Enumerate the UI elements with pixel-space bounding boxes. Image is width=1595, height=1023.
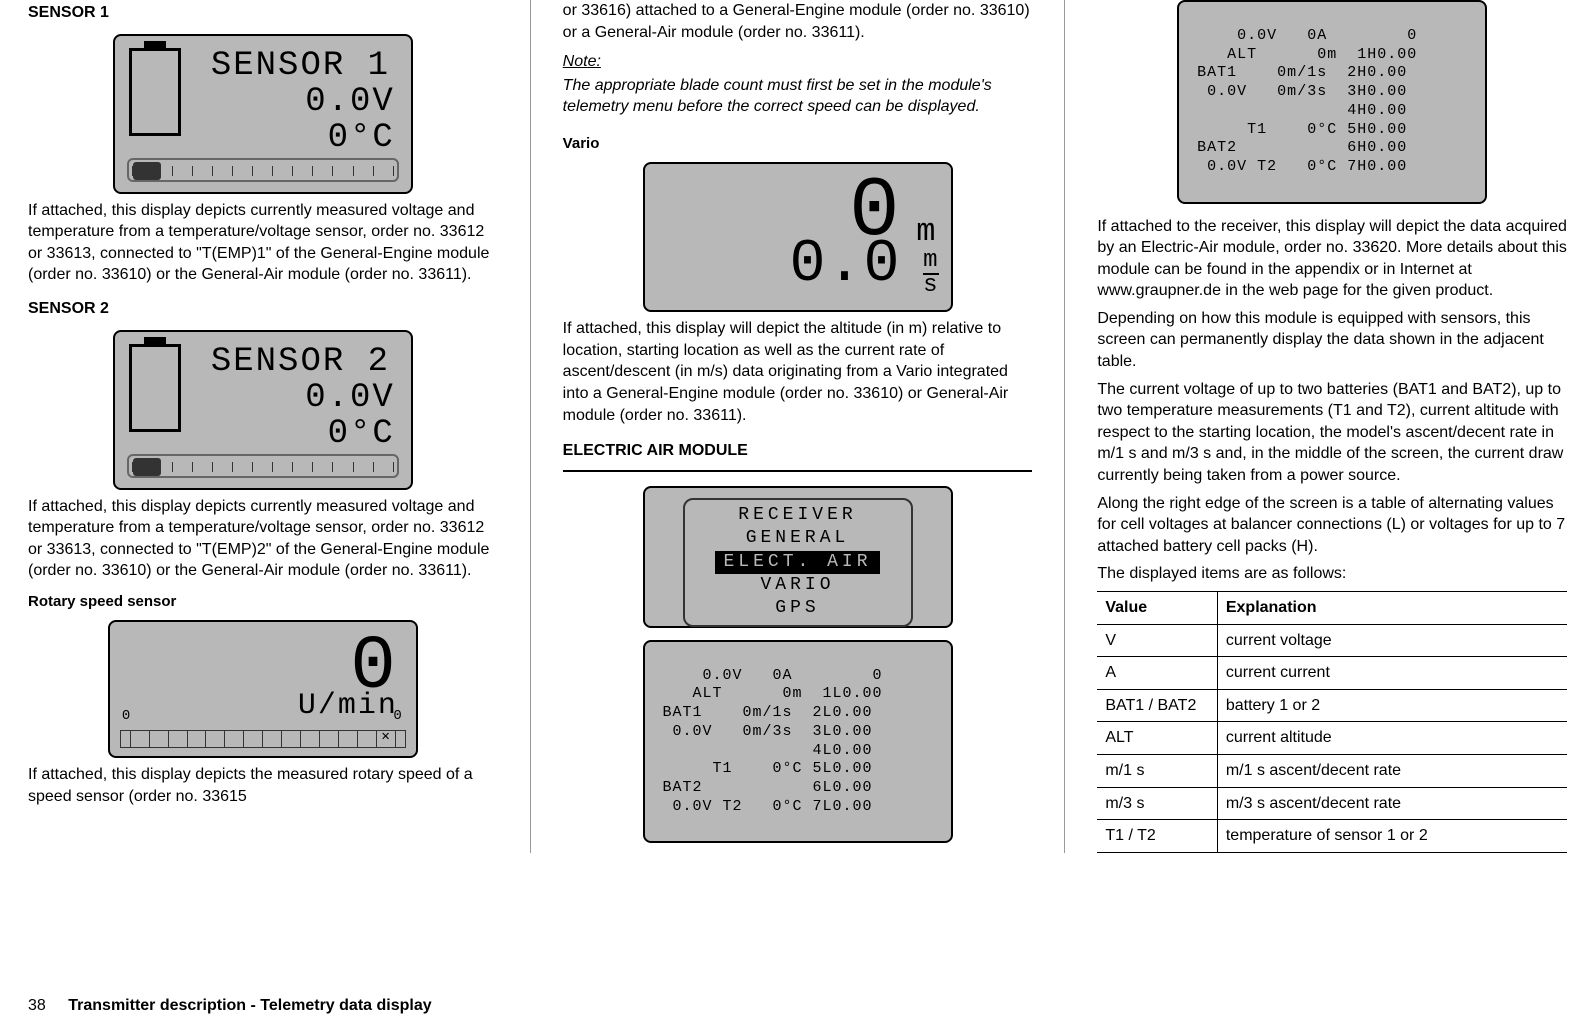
vario-rate-unit: m s xyxy=(923,250,938,296)
col3-p4: Along the right edge of the screen is a … xyxy=(1097,493,1567,558)
page-number: 38 xyxy=(28,997,46,1014)
menu-item-selected: ELECT. AIR xyxy=(715,551,879,574)
table-row: Acurrent current xyxy=(1097,657,1567,690)
column-divider xyxy=(530,0,531,853)
table-row: Vcurrent voltage xyxy=(1097,624,1567,657)
data-row: ALT 0m 1H0.00 xyxy=(1187,46,1417,63)
rotary-screen: 0 U/min 0 0 ✕ xyxy=(108,620,418,758)
data-row: 4H0.00 xyxy=(1187,102,1407,119)
data-row: T1 0°C 5L0.00 xyxy=(653,760,873,777)
table-header: Explanation xyxy=(1217,592,1567,625)
sensor2-heading: SENSOR 2 xyxy=(28,298,498,320)
table-row: BAT1 / BAT2battery 1 or 2 xyxy=(1097,689,1567,722)
data-screen-h: 0.0V 0A 0 ALT 0m 1H0.00 BAT1 0m/1s 2H0.0… xyxy=(1177,0,1487,204)
eam-heading: ELECTRIC AIR MODULE xyxy=(563,440,1033,462)
col2-intro: or 33616) attached to a General-Engine m… xyxy=(563,0,1033,43)
vario-screen: 0 m 0.0 m s xyxy=(643,162,953,312)
data-row: BAT2 6H0.00 xyxy=(1187,139,1407,156)
table-header-row: Value Explanation xyxy=(1097,592,1567,625)
note-label: Note: xyxy=(563,51,1033,73)
value-table: Value Explanation Vcurrent voltage Acurr… xyxy=(1097,591,1567,853)
rotary-text: If attached, this display depicts the me… xyxy=(28,764,498,807)
table-row: m/3 sm/3 s ascent/decent rate xyxy=(1097,787,1567,820)
col3-p5: The displayed items are as follows: xyxy=(1097,563,1567,585)
page-footer: 38 Transmitter description - Telemetry d… xyxy=(28,995,432,1017)
vario-rate: 0.0 xyxy=(789,225,900,306)
data-row: 0.0V 0m/3s 3L0.00 xyxy=(653,723,873,740)
data-row: ALT 0m 1L0.00 xyxy=(653,685,883,702)
col3-p3: The current voltage of up to two batteri… xyxy=(1097,379,1567,487)
data-row: BAT1 0m/1s 2L0.00 xyxy=(653,704,873,721)
sensor2-text: If attached, this display depicts curren… xyxy=(28,496,498,582)
sensor1-text: If attached, this display depicts curren… xyxy=(28,200,498,286)
note-text: The appropriate blade count must first b… xyxy=(563,75,1033,118)
col3-p2: Depending on how this module is equipped… xyxy=(1097,308,1567,373)
data-screen-l: 0.0V 0A 0 ALT 0m 1L0.00 BAT1 0m/1s 2L0.0… xyxy=(643,640,953,844)
column-divider xyxy=(1064,0,1065,853)
scale-bar xyxy=(127,454,399,478)
data-row: BAT2 6L0.00 xyxy=(653,779,873,796)
battery-icon xyxy=(129,48,181,136)
rotary-heading: Rotary speed sensor xyxy=(28,592,498,612)
footer-title: Transmitter description - Telemetry data… xyxy=(68,997,431,1014)
data-row: T1 0°C 5H0.00 xyxy=(1187,121,1407,138)
table-header: Value xyxy=(1097,592,1217,625)
data-row: 0.0V 0A 0 xyxy=(1187,27,1417,44)
data-row: 4L0.00 xyxy=(653,742,873,759)
table-row: ALTcurrent altitude xyxy=(1097,722,1567,755)
column-1: SENSOR 1 SENSOR 1 0.0V 0°C If attached, … xyxy=(28,0,498,853)
vario-heading: Vario xyxy=(563,134,1033,154)
menu-item: RECEIVER xyxy=(685,504,911,527)
table-row: m/1 sm/1 s ascent/decent rate xyxy=(1097,754,1567,787)
scale-bar xyxy=(127,158,399,182)
menu-item: GPS xyxy=(685,597,911,620)
menu-item: GENERAL xyxy=(685,527,911,550)
page: SENSOR 1 SENSOR 1 0.0V 0°C If attached, … xyxy=(0,0,1595,853)
cursor-icon: ✕ xyxy=(381,728,391,747)
column-2: or 33616) attached to a General-Engine m… xyxy=(563,0,1033,853)
menu-item: VARIO xyxy=(685,574,911,597)
data-row: 0.0V T2 0°C 7L0.00 xyxy=(653,798,873,815)
rotary-unit: U/min xyxy=(298,686,398,727)
sensor1-temp: 0°C xyxy=(328,116,395,162)
sensor2-temp: 0°C xyxy=(328,412,395,458)
menu-screen: RECEIVER GENERAL ELECT. AIR VARIO GPS xyxy=(643,486,953,628)
column-3: 0.0V 0A 0 ALT 0m 1H0.00 BAT1 0m/1s 2H0.0… xyxy=(1097,0,1567,853)
sensor1-screen: SENSOR 1 0.0V 0°C xyxy=(113,34,413,194)
col3-p1: If attached to the receiver, this displa… xyxy=(1097,216,1567,302)
sensor1-heading: SENSOR 1 xyxy=(28,2,498,24)
sensor2-screen: SENSOR 2 0.0V 0°C xyxy=(113,330,413,490)
data-row: BAT1 0m/1s 2H0.00 xyxy=(1187,64,1407,81)
divider xyxy=(563,470,1033,472)
table-row: T1 / T2temperature of sensor 1 or 2 xyxy=(1097,820,1567,853)
battery-icon xyxy=(129,344,181,432)
vario-text: If attached, this display will depict th… xyxy=(563,318,1033,426)
rotary-hi: 0 xyxy=(393,707,403,726)
data-row: 0.0V 0A 0 xyxy=(653,667,883,684)
data-row: 0.0V 0m/3s 3H0.00 xyxy=(1187,83,1407,100)
data-row: 0.0V T2 0°C 7H0.00 xyxy=(1187,158,1407,175)
rotary-lo: 0 xyxy=(122,707,132,726)
